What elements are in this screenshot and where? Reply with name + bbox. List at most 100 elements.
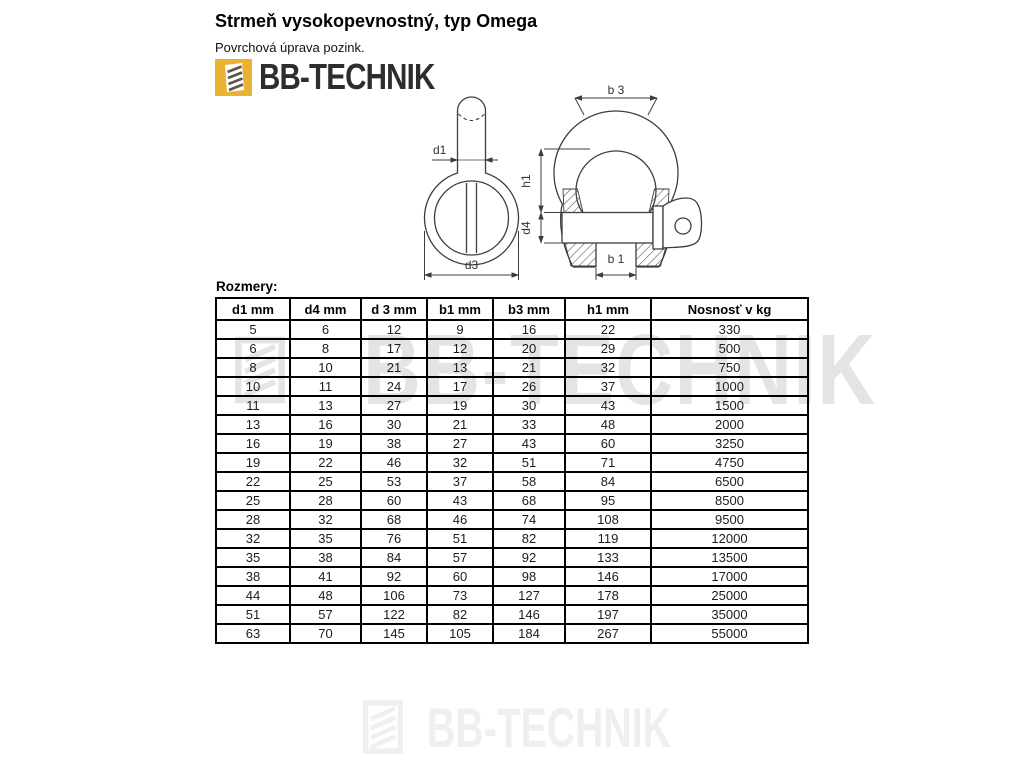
table-cell: 35000 [650,604,809,625]
table-row: 63 70 145 105 184 267 55000 [215,623,809,644]
table-cell: 70 [289,623,362,644]
brand-name: BB-TECHNIK [259,56,435,97]
table-cell: 21 [360,357,428,378]
table-cell: 82 [492,528,566,549]
table-cell: 82 [426,604,494,625]
page-title: Strmeň vysokopevnostný, typ Omega [215,11,538,31]
table-cell: 106 [360,585,428,606]
table-cell: 4750 [650,452,809,473]
table-cell: 41 [289,566,362,587]
table-cell: 17 [426,376,494,397]
table-cell: 2000 [650,414,809,435]
table-cell: 51 [492,452,566,473]
table-cell: 37 [564,376,652,397]
table-cell: 5 [215,319,291,340]
dim-label-h1: h1 [519,174,533,188]
dim-label-b3: b 3 [608,85,625,97]
table-row: 25 28 60 43 68 95 8500 [215,490,809,511]
table-cell: 8 [215,357,291,378]
table-cell: 27 [360,395,428,416]
table-cell: 92 [492,547,566,568]
dim-h1-d4 [538,148,590,244]
table-cell: 73 [426,585,494,606]
table-cell: 43 [492,433,566,454]
table-cell: 35 [215,547,291,568]
table-row: 13 16 30 21 33 48 2000 [215,414,809,435]
brand-logo: BB-TECHNIK [215,56,473,98]
table-cell: 44 [215,585,291,606]
dim-label-b1: b 1 [608,252,625,266]
table-cell: 32 [426,452,494,473]
table-cell: 68 [492,490,566,511]
table-cell: 33 [492,414,566,435]
column-header: d 3 mm [360,297,428,321]
table-cell: 51 [215,604,291,625]
table-cell: 21 [492,357,566,378]
table-cell: 28 [289,490,362,511]
table-cell: 74 [492,509,566,530]
table-cell: 38 [215,566,291,587]
table-row: 51 57 122 82 146 197 35000 [215,604,809,625]
table-row: 44 48 106 73 127 178 25000 [215,585,809,606]
table-cell: 46 [360,452,428,473]
table-row: 8 10 21 13 21 32 750 [215,357,809,378]
table-cell: 119 [564,528,652,549]
table-cell: 17 [360,338,428,359]
dimensions-table: d1 mm d4 mm d 3 mm b1 mm b3 mm h1 mm Nosnosť v… [215,297,809,644]
table-cell: 60 [426,566,494,587]
table-cell: 108 [564,509,652,530]
column-header: h1 mm [564,297,652,321]
table-cell: 178 [564,585,652,606]
table-cell: 29 [564,338,652,359]
pin-side-view [423,96,520,266]
table-cell: 22 [564,319,652,340]
table-cell: 10 [215,376,291,397]
table-row: 38 41 92 60 98 146 17000 [215,566,809,587]
table-cell: 122 [360,604,428,625]
table-cell: 13 [426,357,494,378]
table-cell: 12000 [650,528,809,549]
table-cell: 24 [360,376,428,397]
table-caption: Rozmery: [216,279,278,294]
table-cell: 22 [289,452,362,473]
table-head: d1 mm d4 mm d 3 mm b1 mm b3 mm h1 mm Nosnosť v… [215,297,809,321]
table-cell: 32 [564,357,652,378]
table-cell: 11 [289,376,362,397]
table-cell: 55000 [650,623,809,644]
table-cell: 27 [426,433,494,454]
table-cell: 145 [360,623,428,644]
table-row: 32 35 76 51 82 119 12000 [215,528,809,549]
table-cell: 32 [289,509,362,530]
table-row: 28 32 68 46 74 108 9500 [215,509,809,530]
table-cell: 30 [492,395,566,416]
pin-shaft [561,211,654,244]
table-cell: 6 [215,338,291,359]
table-cell: 51 [426,528,494,549]
table-cell: 19 [215,452,291,473]
table-row: 11 13 27 19 30 43 1500 [215,395,809,416]
watermark-text: BB-TECHNIK [427,695,671,759]
table-cell: 60 [360,490,428,511]
table-cell: 16 [289,414,362,435]
table-cell: 25000 [650,585,809,606]
table-cell: 8 [289,338,362,359]
table-row: 16 19 38 27 43 60 3250 [215,433,809,454]
table-cell: 133 [564,547,652,568]
dim-label-d1: d1 [433,143,447,157]
table-cell: 10 [289,357,362,378]
column-header: b3 mm [492,297,566,321]
table-cell: 63 [215,623,291,644]
table-cell: 60 [564,433,652,454]
dim-b3 [574,95,658,116]
table-cell: 37 [426,471,494,492]
table-cell: 38 [289,547,362,568]
header-row: d1 mm d4 mm d 3 mm b1 mm b3 mm h1 mm Nosnosť v… [215,297,809,321]
table-cell: 84 [564,471,652,492]
table-cell: 48 [289,585,362,606]
table-cell: 98 [492,566,566,587]
table-row: 35 38 84 57 92 133 13500 [215,547,809,568]
table-cell: 48 [564,414,652,435]
table-cell: 22 [215,471,291,492]
table-cell: 184 [492,623,566,644]
shackle-front-view [553,110,703,268]
